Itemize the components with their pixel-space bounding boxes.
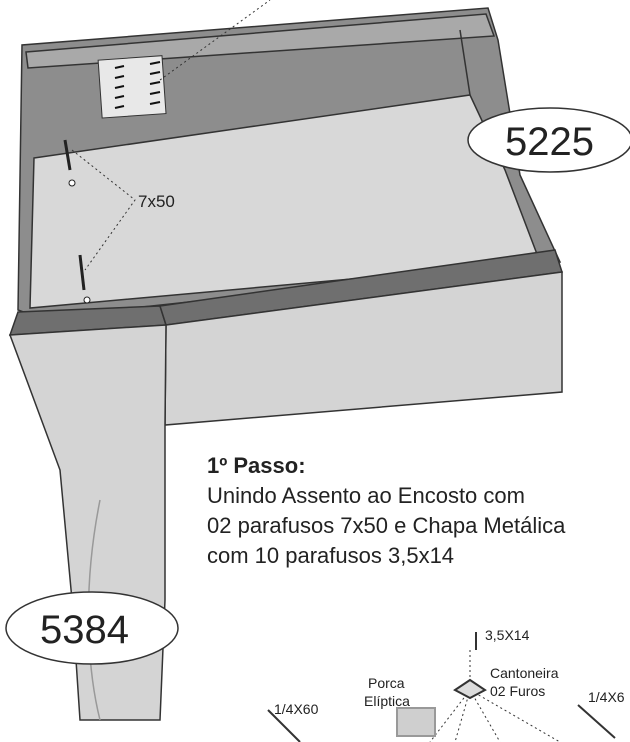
- step-line: 02 parafusos 7x50 e Chapa Metálica: [207, 513, 566, 538]
- hardware-label: 1/4X60: [274, 701, 319, 717]
- step-title: 1º Passo:: [207, 453, 306, 478]
- step-line: com 10 parafusos 3,5x14: [207, 543, 454, 568]
- leader-lines: [71, 0, 561, 742]
- part-label-bubble: [467, 107, 630, 173]
- hardware-label: Cantoneira: [490, 665, 559, 681]
- hardware-label: Porca: [368, 675, 405, 691]
- metal-plate: [97, 55, 167, 119]
- part-number: 5384: [40, 608, 129, 652]
- part-label-bubble: [5, 591, 179, 665]
- hardware-label: 1/4X6: [588, 689, 625, 705]
- hardware-label: 3,5X14: [485, 627, 530, 643]
- part-number: 5225: [505, 120, 594, 164]
- step-line: Unindo Assento ao Encosto com: [207, 483, 525, 508]
- screws: [63, 139, 91, 304]
- hardware-label: 02 Furos: [490, 683, 545, 699]
- dimension-label: 7x50: [138, 192, 175, 211]
- hardware: [267, 632, 616, 742]
- hardware-label: Elíptica: [364, 693, 410, 709]
